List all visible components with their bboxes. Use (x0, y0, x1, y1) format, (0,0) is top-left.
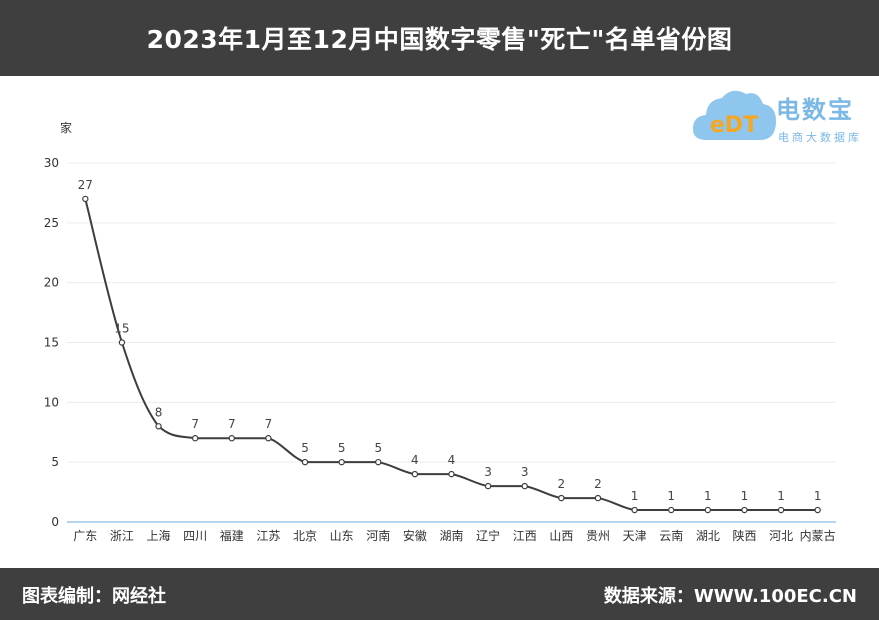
data-labels: 27 15 8 7 7 7 5 5 5 4 4 3 3 2 2 1 1 1 1 1 1 (78, 178, 822, 503)
data-point (521, 482, 528, 490)
data-label: 1 (814, 489, 822, 503)
data-point (777, 506, 785, 514)
data-label: 7 (265, 417, 273, 431)
data-label: 7 (191, 417, 199, 431)
data-label: 5 (374, 441, 382, 455)
footer-source: 数据来源：WWW.100EC.CN (603, 586, 857, 607)
y-tick-label: 0 (51, 515, 59, 529)
x-tick-label: 山东 (330, 529, 354, 543)
data-label: 3 (521, 465, 529, 479)
data-point (631, 506, 638, 514)
data-point (558, 494, 565, 502)
data-label: 15 (114, 322, 129, 336)
data-point (668, 506, 675, 514)
x-tick-label: 广东 (73, 529, 97, 543)
x-tick-label: 江西 (513, 529, 537, 543)
data-label: 1 (777, 489, 785, 503)
data-point (375, 458, 382, 466)
data-point (704, 506, 712, 514)
series-line (84, 198, 818, 512)
footer-bar: 图表编制：网经社 数据来源：WWW.100EC.CN (0, 568, 879, 620)
data-point (814, 506, 821, 514)
y-tick-label: 25 (44, 216, 59, 230)
data-label: 2 (558, 477, 566, 491)
logo: eDT 电数宝 电商大数据库 (690, 82, 870, 152)
data-label: 1 (667, 489, 675, 503)
data-label: 2 (594, 477, 602, 491)
x-tick-label: 河北 (769, 529, 793, 543)
y-tick-label: 20 (44, 276, 59, 290)
x-tick-label: 辽宁 (476, 528, 500, 543)
data-point (411, 470, 419, 478)
data-point (594, 494, 602, 502)
x-tick-label: 陕西 (732, 528, 756, 543)
y-axis: 0 5 10 15 20 25 30 (44, 156, 59, 529)
data-label: 4 (448, 453, 456, 467)
y-tick-label: 5 (51, 455, 59, 469)
data-label: 1 (631, 489, 639, 503)
data-point (741, 506, 748, 514)
y-tick-label: 10 (44, 395, 59, 409)
data-point (118, 339, 126, 346)
data-point (191, 435, 199, 442)
x-tick-label: 上海 (147, 528, 171, 543)
data-label: 27 (78, 178, 93, 192)
data-label: 8 (155, 405, 163, 419)
data-label: 7 (228, 417, 236, 431)
chart-title-bar: 2023年1月至12月中国数字零售"死亡"名单省份图 (0, 0, 879, 76)
x-tick-label: 贵州 (586, 529, 610, 543)
data-points (82, 195, 821, 514)
x-tick-label: 浙江 (110, 529, 134, 543)
data-point (228, 435, 235, 442)
data-label: 5 (338, 441, 346, 455)
x-tick-label: 福建 (220, 528, 244, 543)
data-point (155, 423, 162, 430)
chart-grid (67, 162, 836, 463)
data-label: 4 (411, 453, 419, 467)
logo-mark: eDT (710, 113, 758, 138)
x-tick-label: 四川 (183, 529, 207, 543)
data-label: 1 (741, 489, 749, 503)
cloud-logo-icon: eDT (692, 90, 776, 140)
data-point (265, 435, 272, 442)
data-point (82, 195, 89, 203)
data-label: 3 (484, 465, 492, 479)
x-tick-label: 湖南 (439, 528, 463, 543)
x-tick-label: 天津 (623, 529, 647, 543)
x-tick-label: 山西 (549, 529, 573, 543)
x-axis: 广东 浙江 上海 四川 福建 江苏 北京 山东 河南 安徽 湖南 辽宁 江西 山西 贵州 天津 云南 湖北 陕西 河北… (73, 528, 835, 543)
page-title: 2023年1月至12月中国数字零售"死亡"名单省份图 (146, 25, 733, 54)
x-tick-label: 河南 (366, 528, 390, 543)
data-point (448, 470, 455, 478)
data-label: 5 (301, 441, 309, 455)
x-tick-label: 内蒙古 (800, 528, 836, 543)
logo-tagline: 电商大数据库 (778, 131, 862, 144)
x-tick-label: 云南 (659, 528, 683, 543)
x-tick-label: 江苏 (256, 529, 280, 543)
y-tick-label: 30 (44, 156, 59, 170)
data-label: 1 (704, 489, 712, 503)
x-tick-label: 北京 (293, 529, 317, 543)
footer-credit: 图表编制：网经社 (22, 586, 166, 607)
data-point (301, 458, 309, 466)
y-tick-label: 15 (44, 336, 59, 350)
data-point (484, 482, 492, 490)
data-point (338, 458, 345, 466)
x-tick-label: 湖北 (696, 528, 720, 543)
line-chart: 051015202530 家 广东 浙江 上海 四川 福建 江苏 北京 山东 河南 安徽 湖南 辽宁江… (44, 120, 836, 543)
logo-brand: 电数宝 (776, 96, 854, 124)
y-axis-label: 家 (60, 120, 72, 135)
x-tick-label: 安徽 (403, 528, 427, 543)
